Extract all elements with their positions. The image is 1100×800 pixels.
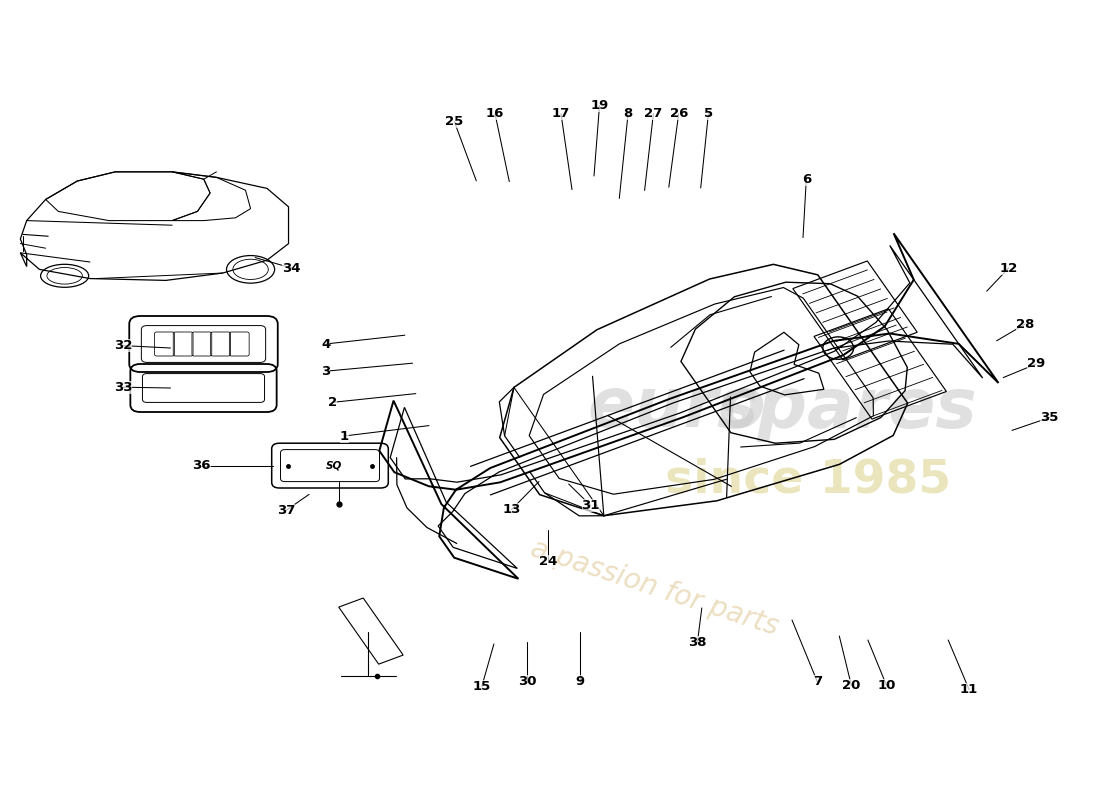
Text: 29: 29 [1027, 358, 1045, 370]
Text: a passion for parts: a passion for parts [527, 534, 782, 642]
Text: 10: 10 [878, 679, 895, 692]
Text: 24: 24 [539, 555, 557, 568]
Text: 35: 35 [1041, 411, 1058, 424]
Text: 8: 8 [624, 107, 632, 120]
Text: 5: 5 [704, 107, 713, 120]
Text: 2: 2 [328, 396, 337, 409]
Text: 31: 31 [582, 499, 600, 512]
Text: 30: 30 [518, 675, 536, 688]
Text: 19: 19 [591, 99, 608, 112]
Text: 37: 37 [277, 504, 295, 517]
Text: 3: 3 [321, 365, 330, 378]
Text: SQ: SQ [327, 461, 342, 470]
Text: since 1985: since 1985 [666, 458, 952, 502]
Text: 15: 15 [473, 680, 491, 693]
Text: 1: 1 [340, 430, 349, 442]
Text: 28: 28 [1016, 318, 1034, 330]
Text: 12: 12 [1000, 262, 1018, 274]
Text: 6: 6 [802, 173, 811, 186]
Text: 33: 33 [114, 381, 132, 394]
Text: 7: 7 [813, 675, 822, 688]
Text: 13: 13 [503, 503, 520, 516]
Text: 32: 32 [114, 339, 132, 352]
Text: 26: 26 [670, 107, 688, 120]
Text: 27: 27 [645, 107, 662, 120]
Text: 17: 17 [552, 107, 570, 120]
Text: 11: 11 [960, 683, 978, 696]
Text: 16: 16 [486, 107, 504, 120]
Text: spares: spares [716, 374, 978, 442]
Text: 34: 34 [283, 262, 300, 274]
Text: 20: 20 [843, 679, 860, 692]
Text: euro: euro [587, 374, 766, 442]
Text: 25: 25 [446, 115, 463, 128]
Text: 36: 36 [192, 459, 210, 472]
Text: 9: 9 [575, 675, 584, 688]
Text: 4: 4 [321, 338, 330, 350]
Text: 38: 38 [689, 636, 706, 649]
